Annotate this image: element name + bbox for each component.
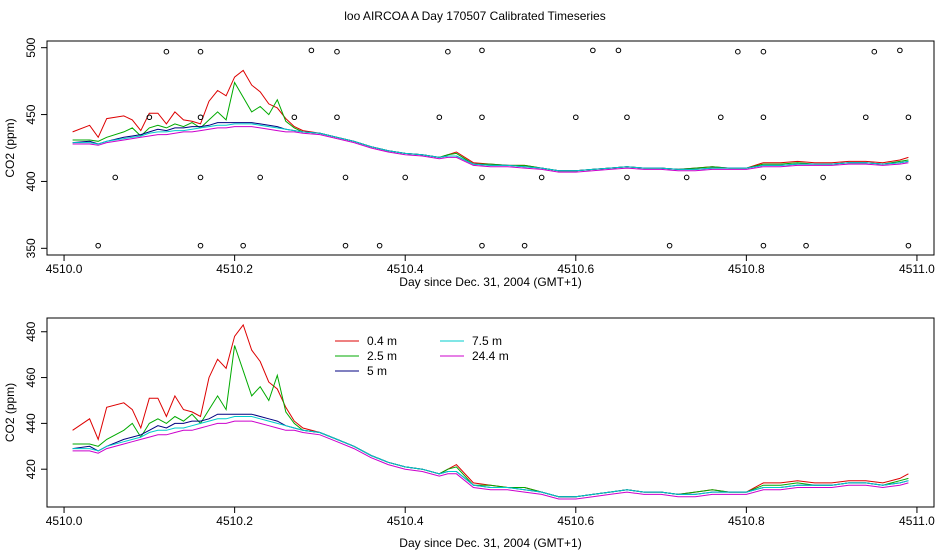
data-point [479, 242, 485, 249]
data-point [590, 47, 596, 54]
data-point [445, 48, 451, 55]
series-line-24-4-m [72, 126, 909, 173]
data-point [735, 48, 741, 55]
legend-label: 5 m [367, 364, 387, 378]
data-point [615, 47, 622, 54]
x-tick-label: 4510.6 [557, 514, 594, 528]
data-point [376, 242, 383, 249]
data-point [820, 174, 826, 181]
x-tick-label: 4510.0 [46, 262, 83, 276]
x-tick-label: 4510.6 [557, 262, 594, 276]
data-point [342, 242, 349, 249]
data-point [197, 174, 204, 181]
data-point [760, 242, 767, 249]
data-point [334, 114, 340, 121]
x-tick-label: 4510.2 [216, 262, 253, 276]
bottom-panel: 4510.0 4510.2 4510.4 4510.6 4510.8 4511.0 420 4… [3, 317, 935, 550]
data-point [479, 47, 485, 54]
x-tick-label: 4510.4 [387, 514, 424, 528]
y-tick-label: 500 [24, 37, 38, 57]
x-tick-label: 4510.8 [728, 262, 765, 276]
data-point [572, 114, 579, 121]
y-tick-label: 420 [24, 459, 38, 479]
plot-area [72, 47, 912, 249]
data-point [402, 174, 409, 181]
x-tick-label: 4511.0 [899, 262, 935, 276]
data-point [905, 114, 912, 121]
data-point [760, 174, 767, 181]
data-point [112, 174, 119, 181]
legend-label: 0.4 m [367, 334, 397, 348]
data-point [308, 47, 315, 54]
data-point [146, 114, 153, 121]
data-point [803, 242, 809, 249]
legend-label: 2.5 m [367, 349, 397, 363]
legend-label: 24.4 m [472, 349, 509, 363]
x-tick-label: 4510.4 [387, 262, 424, 276]
x-axis-title: Day since Dec. 31, 2004 (GMT+1) [399, 275, 581, 289]
data-point [291, 114, 298, 121]
data-point [334, 48, 340, 55]
legend-label: 7.5 m [472, 334, 502, 348]
series-line-7-5-m [72, 416, 909, 498]
data-point [862, 114, 869, 121]
data-point [760, 114, 767, 121]
series-line-7-5-m [72, 123, 909, 172]
x-tick-label: 4510.8 [728, 514, 765, 528]
data-point [163, 48, 170, 55]
plot-area [72, 323, 909, 500]
y-axis-title: CO2 (ppm) [3, 383, 17, 442]
data-point [342, 174, 349, 181]
data-point [683, 174, 690, 181]
series-line-5-m [72, 413, 909, 498]
data-point [479, 174, 485, 181]
data-point [897, 47, 903, 54]
data-point [240, 242, 246, 249]
y-tick-label: 450 [24, 104, 38, 124]
x-tick-label: 4510.0 [46, 514, 83, 528]
data-point [666, 242, 673, 249]
x-tick-label: 4511.0 [899, 514, 935, 528]
top-panel: 4510.0 4510.2 4510.4 4510.6 4510.8 4511.0 350 4… [3, 37, 935, 289]
data-point [717, 114, 724, 121]
y-tick-label: 440 [24, 413, 38, 433]
data-point [624, 114, 630, 121]
data-point [197, 114, 204, 121]
figure-title: loo AIRCOA A Day 170507 Calibrated Times… [344, 9, 605, 23]
data-point [436, 114, 443, 121]
data-point [624, 174, 630, 181]
y-axis-title: CO2 (ppm) [3, 118, 17, 177]
y-tick-label: 350 [24, 238, 38, 258]
y-tick-label: 480 [24, 321, 38, 341]
plot-frame [46, 40, 935, 256]
legend: 0.4 m2.5 m5 m 7.5 m24.4 m [335, 334, 509, 378]
data-point [538, 174, 545, 181]
data-point [760, 48, 767, 55]
data-point [479, 114, 485, 121]
x-axis-title: Day since Dec. 31, 2004 (GMT+1) [399, 536, 581, 550]
data-point [521, 242, 528, 249]
data-point [257, 174, 264, 181]
data-point [197, 48, 204, 55]
data-point [905, 242, 912, 249]
plot-frame [46, 317, 935, 508]
series-line-0-4-m [72, 69, 909, 172]
data-point [905, 174, 912, 181]
data-point [95, 242, 101, 249]
series-line-24-4-m [72, 420, 909, 500]
data-point [871, 48, 878, 55]
y-tick-label: 400 [24, 171, 38, 191]
y-tick-label: 460 [24, 367, 38, 387]
data-point [197, 242, 204, 249]
x-tick-label: 4510.2 [216, 514, 253, 528]
